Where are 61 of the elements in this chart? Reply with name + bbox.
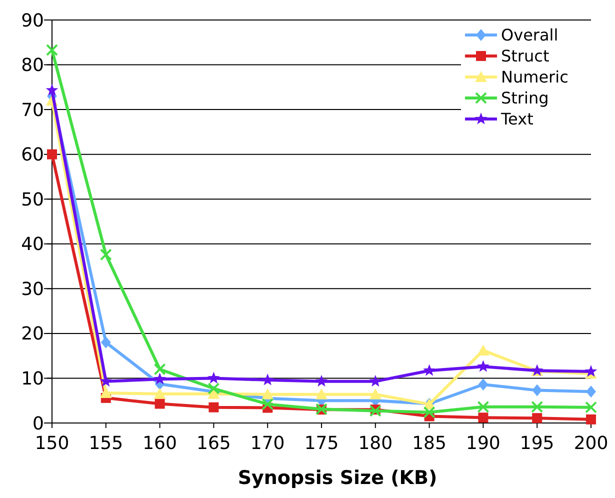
point bbox=[369, 388, 382, 400]
point bbox=[423, 406, 436, 418]
x-axis-title: Synopsis Size (KB) bbox=[238, 467, 438, 489]
point bbox=[477, 344, 490, 356]
x-tick-label: 170 bbox=[250, 433, 285, 454]
y-tick-label: 50 bbox=[21, 189, 44, 210]
point bbox=[532, 413, 542, 424]
point bbox=[100, 374, 112, 387]
x-tick-label: 180 bbox=[358, 433, 393, 454]
y-tick-label: 10 bbox=[21, 368, 44, 390]
point bbox=[261, 374, 274, 386]
point bbox=[586, 414, 596, 424]
point bbox=[46, 44, 58, 56]
point bbox=[262, 388, 274, 400]
x-tick-label: 160 bbox=[142, 433, 177, 454]
point bbox=[478, 412, 488, 423]
point bbox=[208, 382, 220, 395]
point bbox=[100, 387, 112, 398]
point bbox=[100, 336, 111, 348]
point bbox=[315, 374, 328, 387]
point bbox=[262, 398, 274, 410]
y-tick-label: 20 bbox=[21, 324, 44, 345]
x-tick-label: 185 bbox=[412, 433, 446, 454]
y-tick-label: 90 bbox=[21, 10, 44, 32]
point bbox=[477, 360, 490, 372]
x-tick-label: 200 bbox=[574, 433, 608, 454]
y-tick-label: 30 bbox=[21, 278, 44, 300]
point bbox=[423, 364, 436, 376]
point bbox=[46, 84, 58, 96]
point bbox=[585, 401, 597, 414]
point bbox=[154, 388, 166, 399]
point bbox=[586, 386, 596, 398]
point bbox=[208, 402, 219, 412]
point bbox=[478, 378, 488, 390]
point bbox=[154, 372, 166, 384]
legend-label: Overall bbox=[501, 26, 558, 45]
legend-label: Struct bbox=[501, 46, 550, 66]
point bbox=[100, 248, 112, 261]
legend-label: String bbox=[501, 88, 549, 108]
point bbox=[47, 149, 57, 160]
point bbox=[154, 363, 166, 376]
y-tick-label: 80 bbox=[21, 55, 44, 76]
point bbox=[531, 400, 544, 413]
y-tick-label: 40 bbox=[21, 234, 44, 256]
point bbox=[154, 398, 165, 409]
y-tick-label: 0 bbox=[32, 413, 44, 434]
point bbox=[584, 365, 598, 377]
x-tick-label: 175 bbox=[304, 433, 339, 454]
point bbox=[477, 400, 490, 413]
legend-label: Text bbox=[500, 110, 534, 129]
x-tick-label: 155 bbox=[88, 433, 124, 454]
x-tick-label: 195 bbox=[520, 433, 554, 454]
point bbox=[532, 384, 542, 396]
y-tick-label: 60 bbox=[21, 144, 44, 166]
x-tick-label: 190 bbox=[466, 433, 500, 454]
x-tick-label: 165 bbox=[196, 433, 231, 454]
legend-label: Numeric bbox=[501, 68, 568, 87]
point bbox=[208, 372, 220, 384]
point bbox=[316, 388, 328, 400]
y-tick-label: 70 bbox=[21, 100, 44, 121]
x-tick-label: 150 bbox=[34, 433, 70, 454]
